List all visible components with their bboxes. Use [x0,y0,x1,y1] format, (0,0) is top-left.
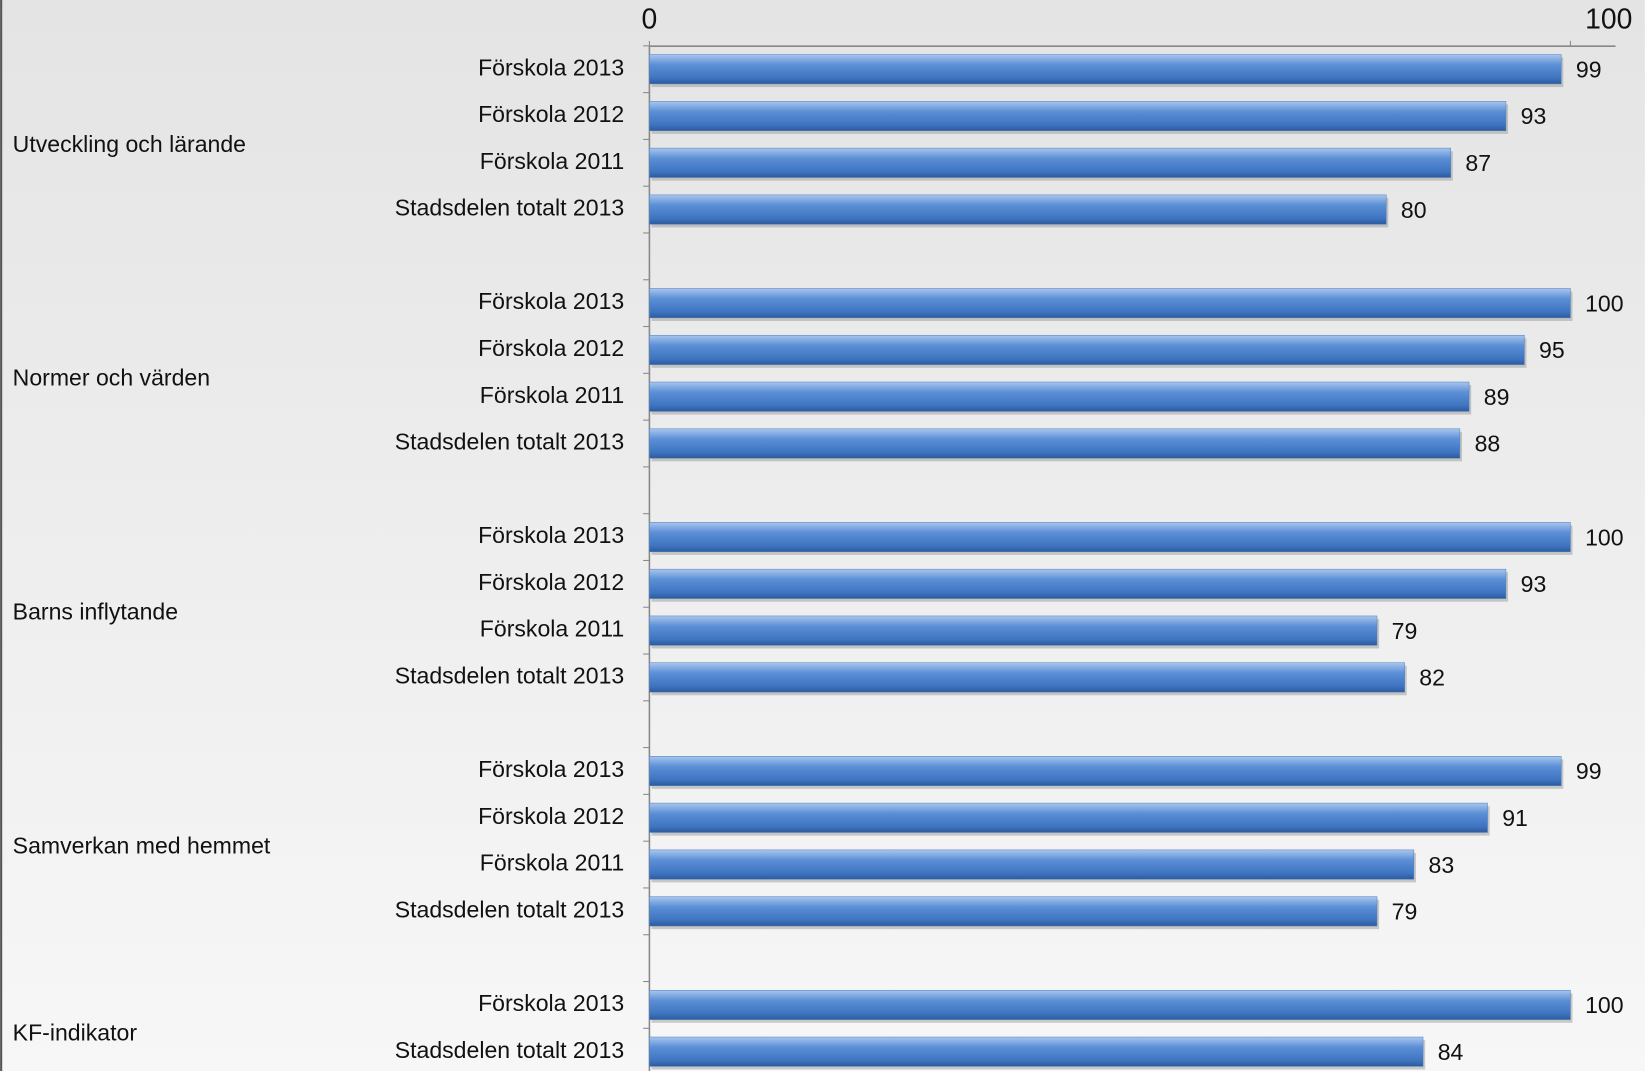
value-label: 100 [1585,524,1623,550]
category-label: Stadsdelen totalt 2013 [395,1037,625,1063]
category-label: Förskola 2013 [478,288,624,314]
category-label: Förskola 2011 [480,850,624,876]
value-label: 93 [1521,103,1547,129]
group-label: Samverkan med hemmet [13,833,271,859]
category-label: Förskola 2013 [478,54,624,80]
value-label: 82 [1419,665,1445,691]
bar [649,802,1488,833]
bar [649,101,1507,131]
category-label: Stadsdelen totalt 2013 [395,663,625,689]
value-label: 84 [1438,1039,1464,1065]
bar [649,288,1571,319]
value-label: 100 [1585,290,1623,316]
group-label: Barns inflytande [13,599,178,625]
category-label: Förskola 2011 [480,616,624,642]
bar [649,662,1405,693]
category-label: Stadsdelen totalt 2013 [395,896,625,922]
bar [649,522,1571,553]
bar [649,849,1415,880]
category-label: Stadsdelen totalt 2013 [395,429,625,455]
group-label: Utveckling och lärande [13,131,246,157]
bar [649,334,1525,365]
category-label: Förskola 2013 [478,756,624,782]
value-label: 80 [1401,197,1427,223]
bar [649,147,1451,178]
group-label: Normer och värden [13,365,210,391]
bar [649,381,1470,412]
bar [649,1036,1424,1067]
bar [649,568,1507,599]
value-label: 91 [1502,805,1528,831]
bar [649,194,1387,225]
bar [649,54,1562,85]
x-tick-label: 0 [642,3,658,35]
x-tick-label: 100 [1585,3,1632,35]
category-label: Förskola 2013 [478,990,624,1016]
value-label: 99 [1576,758,1602,784]
category-label: Förskola 2012 [478,335,624,361]
bar [649,615,1378,646]
category-label: Förskola 2012 [478,803,624,829]
value-label: 83 [1429,852,1455,878]
category-label: Förskola 2013 [478,522,624,548]
category-label: Förskola 2011 [480,148,624,174]
value-label: 88 [1475,431,1501,457]
bar [649,428,1461,459]
value-label: 79 [1392,899,1418,925]
group-label: KF-indikator [13,1020,138,1046]
bar [649,896,1378,927]
value-label: 87 [1465,150,1491,176]
value-label: 100 [1585,992,1623,1018]
category-label: Förskola 2012 [478,101,624,127]
bar [649,989,1571,1020]
value-label: 89 [1484,384,1510,410]
category-label: Förskola 2012 [478,569,624,595]
value-label: 99 [1576,56,1602,82]
category-label: Stadsdelen totalt 2013 [395,195,625,221]
value-label: 93 [1521,571,1547,597]
bar [649,756,1562,786]
value-label: 95 [1539,337,1565,363]
category-label: Förskola 2011 [480,382,624,408]
value-label: 79 [1392,618,1418,644]
